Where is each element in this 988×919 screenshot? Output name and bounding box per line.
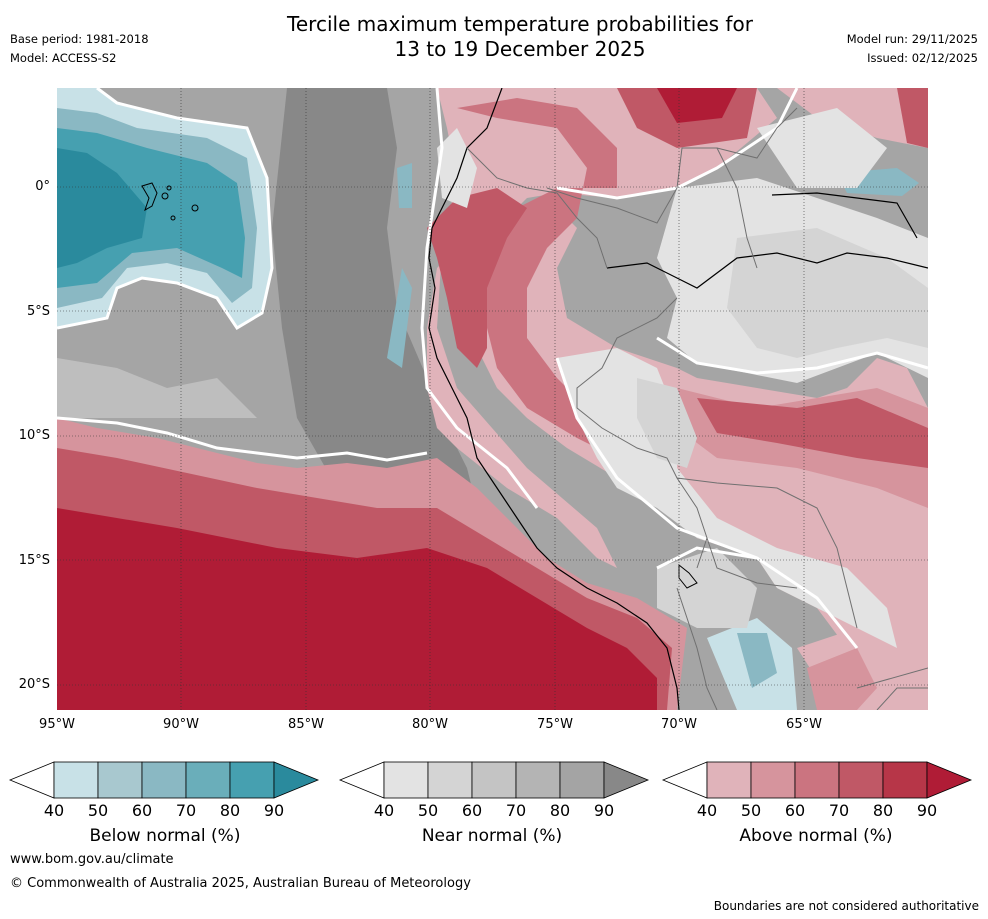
lat-label-20s: 20°S — [18, 677, 50, 692]
below-normal-patch-south-inner — [737, 633, 777, 688]
lake-titicaca — [678, 563, 698, 589]
above-swatch-5 — [882, 761, 928, 799]
near-swatch-2 — [427, 761, 473, 799]
near-tick-80: 80 — [549, 801, 571, 820]
above-swatch-4 — [838, 761, 884, 799]
near-normal-band — [57, 358, 257, 418]
below-tick-70: 70 — [175, 801, 197, 820]
country-borders — [466, 107, 928, 710]
title-line-1: Tercile maximum temperature probabilitie… — [287, 12, 753, 36]
lon-label-90w: 90°W — [163, 717, 199, 732]
near-swatch-1 — [383, 761, 429, 799]
graticule — [57, 88, 928, 710]
below-tick-50: 50 — [87, 801, 109, 820]
near-swatch-4 — [515, 761, 561, 799]
below-swatch-3 — [141, 761, 187, 799]
lat-label-10s: 10°S — [18, 428, 50, 443]
amazon-river — [606, 252, 928, 289]
lat-label-5s: 5°S — [26, 304, 50, 319]
near-tick-70: 70 — [505, 801, 527, 820]
near-swatch-3 — [471, 761, 517, 799]
below-swatch-4 — [185, 761, 231, 799]
website-link[interactable]: www.bom.gov.au/climate — [10, 852, 174, 867]
below-normal-patch-north — [397, 163, 412, 208]
below-normal-region-west — [57, 88, 272, 328]
colorbar-near — [338, 761, 650, 799]
above-swatch-2 — [750, 761, 796, 799]
contour-lines — [57, 88, 928, 649]
above-tick-40: 40 — [696, 801, 718, 820]
issued-date: Issued: 02/12/2025 — [867, 51, 978, 65]
near-tick-50: 50 — [417, 801, 439, 820]
above-tick-80: 80 — [872, 801, 894, 820]
near-tick-60: 60 — [461, 801, 483, 820]
above-swatch-6 — [926, 761, 973, 799]
below-normal-label: Below normal (%) — [89, 826, 241, 846]
near-swatch-6 — [603, 761, 650, 799]
near-normal-label: Near normal (%) — [421, 826, 563, 846]
base-period: Base period: 1981-2018 — [10, 32, 149, 46]
probability-map — [57, 88, 928, 710]
lon-label-95w: 95°W — [39, 717, 75, 732]
below-swatch-5 — [229, 761, 275, 799]
lat-label-0: 0° — [35, 179, 50, 194]
map-canvas — [57, 88, 928, 710]
below-swatch-6 — [273, 761, 320, 799]
near-normal-high-region — [272, 88, 477, 528]
above-swatch-1 — [706, 761, 752, 799]
near-tick-90: 90 — [593, 801, 615, 820]
model-run: Model run: 29/11/2025 — [846, 32, 978, 46]
above-tick-70: 70 — [828, 801, 850, 820]
colorbar-above — [661, 761, 973, 799]
above-tick-60: 60 — [784, 801, 806, 820]
above-tick-90: 90 — [916, 801, 938, 820]
lon-label-65w: 65°W — [786, 717, 822, 732]
near-swatch-5 — [559, 761, 605, 799]
near-tick-40: 40 — [373, 801, 395, 820]
above-swatch-3 — [794, 761, 840, 799]
copyright: © Commonwealth of Australia 2025, Austra… — [10, 876, 471, 891]
below-tick-80: 80 — [219, 801, 241, 820]
above-normal-label: Above normal (%) — [739, 826, 893, 846]
lon-label-75w: 75°W — [537, 717, 573, 732]
below-tick-40: 40 — [43, 801, 65, 820]
lat-label-15s: 15°S — [18, 553, 50, 568]
below-swatch-2 — [97, 761, 143, 799]
below-tick-60: 60 — [131, 801, 153, 820]
colorbar-below — [8, 761, 320, 799]
below-tick-90: 90 — [263, 801, 285, 820]
map-title: Tercile maximum temperature probabilitie… — [0, 12, 988, 62]
lon-label-80w: 80°W — [412, 717, 448, 732]
title-line-2: 13 to 19 December 2025 — [394, 37, 646, 61]
colorbars — [8, 761, 973, 799]
below-normal-patch-coast — [387, 268, 412, 368]
lon-label-70w: 70°W — [661, 717, 697, 732]
model-name: Model: ACCESS-S2 — [10, 51, 117, 65]
lon-label-85w: 85°W — [288, 717, 324, 732]
above-normal-region-south — [57, 418, 687, 710]
above-tick-50: 50 — [740, 801, 762, 820]
galapagos-islands — [141, 182, 199, 221]
disclaimer: Boundaries are not considered authoritat… — [713, 899, 979, 913]
river-north — [771, 192, 918, 239]
below-swatch-1 — [53, 761, 99, 799]
coastline — [428, 88, 680, 710]
